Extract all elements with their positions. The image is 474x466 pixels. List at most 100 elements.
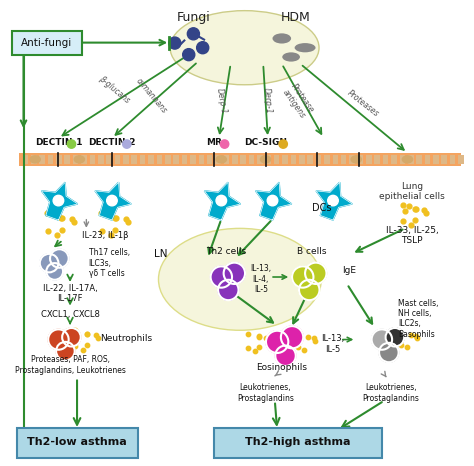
Bar bbox=[333, 155, 338, 164]
Ellipse shape bbox=[29, 155, 41, 164]
Bar bbox=[433, 155, 438, 164]
Bar bbox=[349, 155, 355, 164]
Point bbox=[255, 343, 263, 351]
Text: IL-23, IL-1β: IL-23, IL-1β bbox=[82, 231, 128, 240]
Point bbox=[407, 331, 414, 339]
Circle shape bbox=[220, 140, 229, 148]
Ellipse shape bbox=[73, 155, 85, 164]
Bar bbox=[215, 155, 221, 164]
Bar bbox=[391, 155, 397, 164]
Point bbox=[255, 333, 263, 340]
Point bbox=[412, 332, 420, 340]
Circle shape bbox=[40, 254, 58, 272]
Polygon shape bbox=[95, 182, 131, 220]
Text: Anti-fungi: Anti-fungi bbox=[21, 38, 73, 48]
Bar bbox=[140, 155, 146, 164]
Circle shape bbox=[48, 329, 69, 350]
Text: IL-22, IL-17A,
IL-17F: IL-22, IL-17A, IL-17F bbox=[43, 283, 98, 303]
Text: B cells: B cells bbox=[297, 247, 327, 256]
Point bbox=[71, 326, 78, 334]
Text: DECTIN-1: DECTIN-1 bbox=[35, 138, 82, 147]
Point bbox=[97, 209, 105, 216]
Point bbox=[58, 226, 66, 233]
FancyBboxPatch shape bbox=[12, 31, 82, 55]
Circle shape bbox=[275, 346, 296, 366]
FancyBboxPatch shape bbox=[214, 427, 382, 458]
Point bbox=[401, 208, 409, 215]
Point bbox=[411, 217, 419, 224]
Bar bbox=[64, 155, 70, 164]
Bar bbox=[374, 155, 380, 164]
Bar bbox=[450, 155, 456, 164]
Text: Leukotrienes,
Prostaglandins: Leukotrienes, Prostaglandins bbox=[237, 383, 294, 403]
Bar bbox=[31, 155, 36, 164]
Circle shape bbox=[267, 195, 278, 206]
Ellipse shape bbox=[350, 155, 362, 164]
Text: Neutrophils: Neutrophils bbox=[100, 334, 153, 343]
Bar bbox=[106, 155, 112, 164]
Bar bbox=[232, 155, 237, 164]
Text: IgE: IgE bbox=[342, 266, 356, 274]
Bar bbox=[73, 155, 78, 164]
Point bbox=[83, 330, 91, 337]
Circle shape bbox=[210, 267, 232, 288]
Point bbox=[112, 215, 119, 222]
Bar bbox=[39, 155, 45, 164]
Point bbox=[44, 209, 51, 216]
Bar bbox=[383, 155, 388, 164]
Bar bbox=[182, 155, 187, 164]
Bar bbox=[173, 155, 179, 164]
Circle shape bbox=[266, 331, 288, 353]
Circle shape bbox=[281, 326, 303, 349]
Circle shape bbox=[279, 140, 287, 148]
Bar bbox=[249, 155, 255, 164]
Point bbox=[294, 343, 302, 351]
Text: MR: MR bbox=[206, 138, 222, 147]
Bar bbox=[240, 155, 246, 164]
Text: IL-13,
IL-4,
IL-5: IL-13, IL-4, IL-5 bbox=[250, 264, 272, 294]
Point bbox=[310, 335, 318, 342]
Text: Th2 cells: Th2 cells bbox=[206, 247, 246, 256]
Circle shape bbox=[305, 263, 327, 284]
Bar bbox=[265, 155, 271, 164]
Text: DCs: DCs bbox=[312, 203, 331, 212]
Text: IL-13,
IL-5: IL-13, IL-5 bbox=[321, 335, 345, 354]
Circle shape bbox=[224, 263, 245, 284]
Point bbox=[414, 335, 421, 342]
Point bbox=[58, 215, 66, 222]
Text: LN: LN bbox=[154, 249, 167, 259]
Point bbox=[245, 344, 252, 351]
Circle shape bbox=[123, 140, 131, 148]
Bar bbox=[207, 155, 212, 164]
Text: Th2-high asthma: Th2-high asthma bbox=[246, 438, 351, 447]
Circle shape bbox=[385, 328, 404, 347]
Point bbox=[98, 227, 105, 235]
Point bbox=[92, 331, 100, 339]
Point bbox=[264, 336, 271, 344]
Text: α-mannans: α-mannans bbox=[134, 77, 169, 116]
Bar bbox=[291, 155, 296, 164]
Ellipse shape bbox=[283, 52, 300, 62]
Circle shape bbox=[53, 195, 64, 206]
Point bbox=[403, 344, 410, 351]
Ellipse shape bbox=[170, 11, 319, 85]
Point bbox=[57, 214, 65, 221]
Text: Th17 cells,
ILC3s,
γδ T cells: Th17 cells, ILC3s, γδ T cells bbox=[89, 248, 130, 278]
Bar bbox=[257, 155, 263, 164]
Point bbox=[399, 217, 407, 225]
Ellipse shape bbox=[216, 155, 227, 164]
Point bbox=[255, 333, 263, 341]
Text: DC-SIGN: DC-SIGN bbox=[244, 138, 287, 147]
Bar bbox=[274, 155, 280, 164]
Ellipse shape bbox=[273, 34, 291, 43]
Bar bbox=[165, 155, 171, 164]
Polygon shape bbox=[255, 182, 292, 220]
Point bbox=[83, 342, 91, 349]
Circle shape bbox=[62, 328, 81, 347]
Ellipse shape bbox=[260, 155, 271, 164]
Bar bbox=[131, 155, 137, 164]
Bar bbox=[308, 155, 313, 164]
Point bbox=[399, 201, 406, 209]
Point bbox=[263, 334, 270, 342]
Bar bbox=[90, 155, 95, 164]
